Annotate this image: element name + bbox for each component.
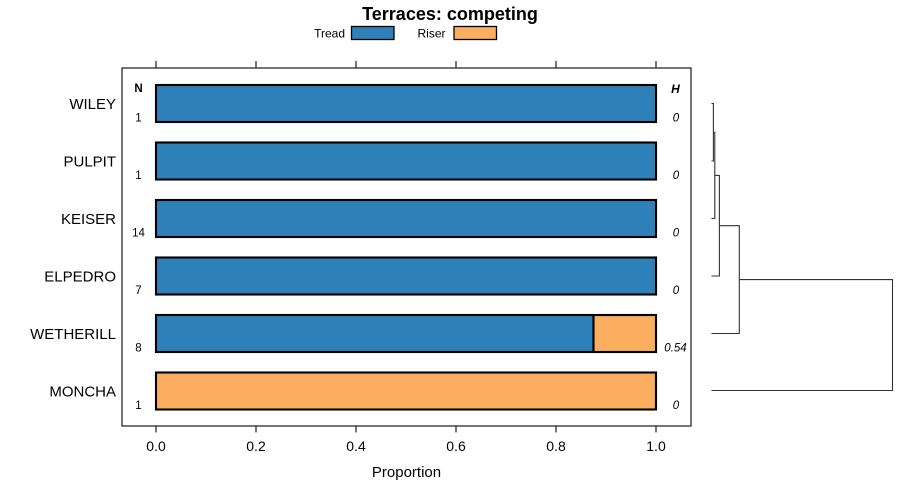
- svg-text:N: N: [134, 83, 142, 95]
- svg-text:H: H: [671, 82, 680, 96]
- svg-text:0.54: 0.54: [664, 343, 686, 355]
- svg-text:KEISER: KEISER: [61, 211, 116, 228]
- svg-text:8: 8: [135, 343, 141, 355]
- svg-text:7: 7: [135, 285, 141, 297]
- svg-text:ELPEDRO: ELPEDRO: [44, 268, 116, 285]
- svg-text:0: 0: [673, 228, 680, 240]
- svg-text:1: 1: [135, 170, 141, 182]
- svg-text:0: 0: [673, 400, 680, 412]
- svg-text:0: 0: [673, 170, 680, 182]
- svg-text:1.0: 1.0: [646, 438, 666, 454]
- svg-text:WILEY: WILEY: [69, 96, 116, 113]
- svg-text:MONCHA: MONCHA: [49, 383, 116, 400]
- svg-text:WETHERILL: WETHERILL: [30, 326, 116, 343]
- svg-text:14: 14: [132, 228, 145, 240]
- svg-text:0.2: 0.2: [246, 438, 266, 454]
- svg-text:0.8: 0.8: [546, 438, 566, 454]
- svg-text:1: 1: [135, 400, 141, 412]
- svg-text:Proportion: Proportion: [372, 464, 441, 481]
- svg-text:0.4: 0.4: [346, 438, 366, 454]
- svg-text:1: 1: [135, 113, 141, 125]
- svg-text:0: 0: [673, 113, 680, 125]
- svg-text:0.6: 0.6: [446, 438, 466, 454]
- svg-text:0.0: 0.0: [146, 438, 166, 454]
- svg-text:Tread: Tread: [314, 26, 345, 40]
- svg-text:Riser: Riser: [417, 26, 445, 40]
- svg-text:PULPIT: PULPIT: [63, 153, 116, 170]
- svg-text:Terraces: competing: Terraces: competing: [362, 4, 538, 24]
- svg-text:0: 0: [673, 285, 680, 297]
